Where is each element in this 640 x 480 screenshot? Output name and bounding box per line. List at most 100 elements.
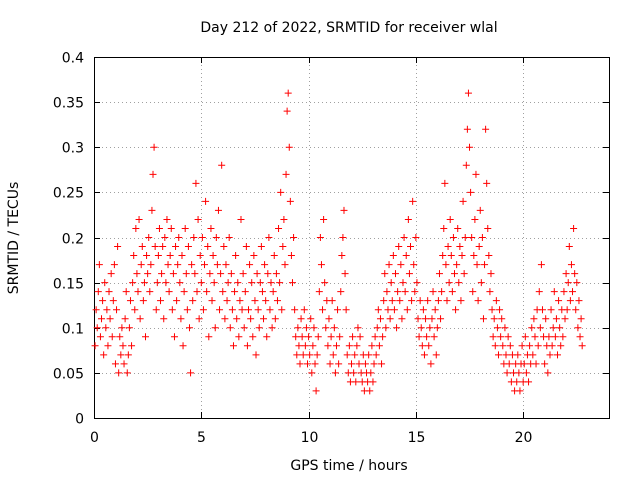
data-point <box>525 378 533 386</box>
data-point <box>255 324 263 332</box>
data-point <box>484 224 492 232</box>
data-point <box>562 270 570 278</box>
data-point <box>181 224 189 232</box>
data-point <box>248 279 256 287</box>
data-point <box>111 360 119 368</box>
data-point <box>293 351 301 359</box>
data-point <box>341 270 349 278</box>
data-point <box>199 306 207 314</box>
data-point <box>117 351 125 359</box>
data-point <box>297 315 305 323</box>
data-point <box>175 234 183 241</box>
data-point <box>109 297 117 305</box>
data-point <box>209 252 217 260</box>
data-point <box>261 261 269 269</box>
data-point <box>325 315 333 323</box>
y-tick-label: 0.4 <box>62 51 84 67</box>
data-point <box>434 297 442 305</box>
data-point <box>485 252 493 260</box>
data-point <box>287 252 295 260</box>
data-point <box>569 288 577 296</box>
data-point <box>291 306 299 314</box>
data-point <box>416 297 424 305</box>
data-point <box>177 315 185 323</box>
data-point <box>496 306 504 314</box>
data-point <box>137 261 145 269</box>
data-point <box>102 324 110 332</box>
data-point <box>411 288 419 296</box>
data-point <box>182 270 190 278</box>
data-point <box>151 243 159 251</box>
data-point <box>276 279 284 287</box>
data-point <box>443 297 451 305</box>
data-point <box>309 342 317 350</box>
data-point <box>487 270 495 278</box>
data-point <box>269 288 277 296</box>
data-point <box>550 288 558 296</box>
data-point <box>476 206 484 214</box>
data-point <box>114 243 122 251</box>
data-point <box>454 224 462 232</box>
data-point <box>191 270 199 278</box>
data-point <box>557 342 565 350</box>
data-point <box>449 234 457 241</box>
data-point <box>474 297 482 305</box>
data-point <box>315 288 323 296</box>
data-point <box>217 270 225 278</box>
data-point <box>461 234 469 241</box>
data-point <box>394 288 402 296</box>
data-point <box>483 179 491 187</box>
data-point <box>493 324 501 332</box>
data-point <box>404 215 412 223</box>
data-point <box>131 306 139 314</box>
data-point <box>384 306 392 314</box>
data-point <box>556 324 564 332</box>
data-point <box>271 315 279 323</box>
data-point <box>445 279 453 287</box>
data-point <box>302 324 310 332</box>
data-point <box>387 279 395 287</box>
data-point <box>435 270 443 278</box>
data-point <box>424 297 432 305</box>
data-point <box>178 252 186 260</box>
data-point <box>320 215 328 223</box>
data-point <box>441 179 449 187</box>
data-point <box>198 234 206 241</box>
data-point <box>252 351 260 359</box>
data-point <box>168 306 176 314</box>
data-point <box>376 315 384 323</box>
data-point <box>272 270 280 278</box>
data-point <box>422 315 430 323</box>
data-point <box>361 360 369 368</box>
data-point <box>213 261 221 269</box>
data-point <box>570 224 578 232</box>
data-point <box>206 270 214 278</box>
data-point <box>504 333 512 341</box>
data-point <box>229 342 237 350</box>
data-point <box>202 197 210 205</box>
data-point <box>516 387 524 395</box>
data-point <box>391 270 399 278</box>
data-point <box>249 333 257 341</box>
data-point <box>162 279 170 287</box>
data-point <box>232 252 240 260</box>
data-point <box>147 261 155 269</box>
data-point <box>167 224 175 232</box>
data-point <box>108 333 116 341</box>
data-point <box>312 387 320 395</box>
data-point <box>125 324 133 332</box>
data-point <box>348 360 355 368</box>
data-point <box>212 234 220 241</box>
data-point <box>481 261 489 269</box>
data-point <box>457 297 465 305</box>
data-point <box>408 297 416 305</box>
data-point <box>431 306 439 314</box>
data-point <box>166 252 174 260</box>
data-point <box>237 215 245 223</box>
data-point <box>532 360 540 368</box>
data-point <box>311 360 319 368</box>
data-point <box>547 306 555 314</box>
data-point <box>123 369 131 377</box>
data-point <box>420 351 428 359</box>
data-point <box>94 288 102 296</box>
